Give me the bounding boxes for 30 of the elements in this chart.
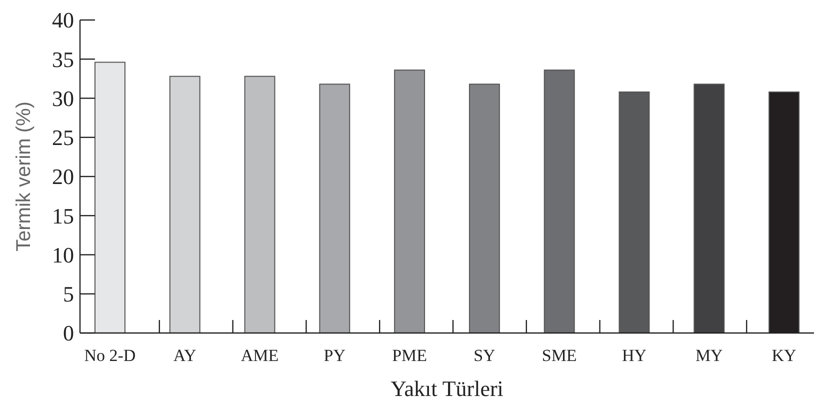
x-tick-label: KY [772,346,796,365]
x-tick-label: AY [173,346,196,365]
bar [94,62,126,334]
y-tick-label: 0 [63,320,74,346]
y-tick-label: 5 [63,282,74,307]
y-tick-label: 35 [52,46,74,72]
y-tick-label: 20 [52,164,74,190]
y-tick-label: 30 [52,86,74,111]
bar [319,84,350,334]
y-tick-label: 15 [52,203,74,228]
x-axis-title: Yakıt Türleri [390,376,504,401]
x-tick-label: No 2-D [84,346,136,365]
x-tick-label: AME [240,346,279,365]
y-axis-title: Termik verim (%) [13,102,35,252]
y-tick-label: 25 [52,125,74,150]
y-tick-label: 40 [52,8,74,33]
bar [394,70,426,334]
y-tick-label: 10 [52,242,74,268]
x-tick-label: MY [695,346,723,365]
x-tick-label: PY [324,346,346,365]
x-tick-label: SY [474,346,496,365]
bar [544,70,575,334]
x-tick-label: SME [542,346,577,365]
bar [244,76,276,334]
bar [694,84,725,334]
bar [468,84,500,334]
bar [169,76,200,334]
x-tick-label: HY [622,346,647,365]
x-tick-label: PME [392,346,428,365]
bar [618,91,650,334]
